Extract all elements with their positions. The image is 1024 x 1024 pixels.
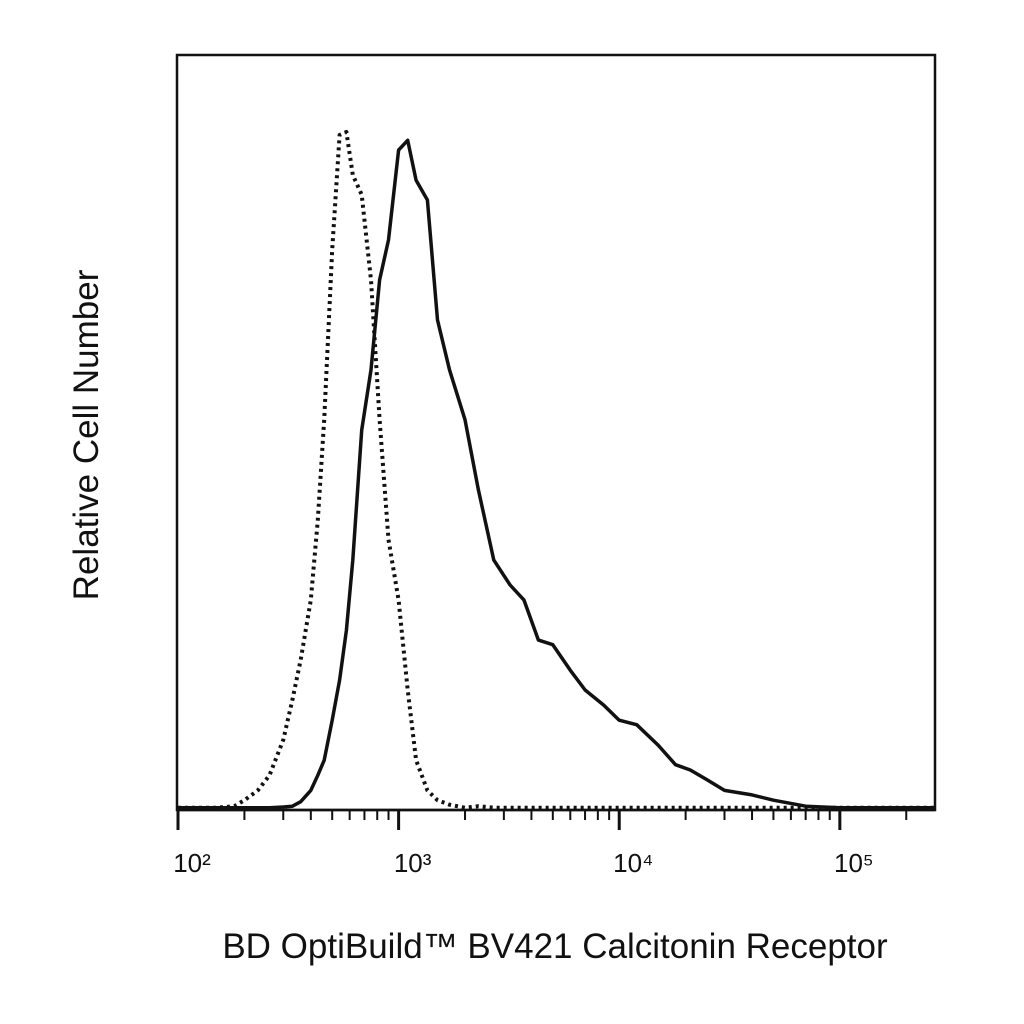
x-tick-label: 10⁴ [613,848,653,878]
plot-frame [175,53,937,812]
x-axis-label: BD OptiBuild™ BV421 Calcitonin Receptor [222,927,888,966]
x-tick-label: 10⁵ [834,848,874,878]
x-tick-label: 10² [173,848,211,878]
histogram-line [178,130,935,810]
x-tick-label: 10³ [394,848,432,878]
y-axis-label: Relative Cell Number [67,269,106,600]
histogram-line [178,138,935,810]
